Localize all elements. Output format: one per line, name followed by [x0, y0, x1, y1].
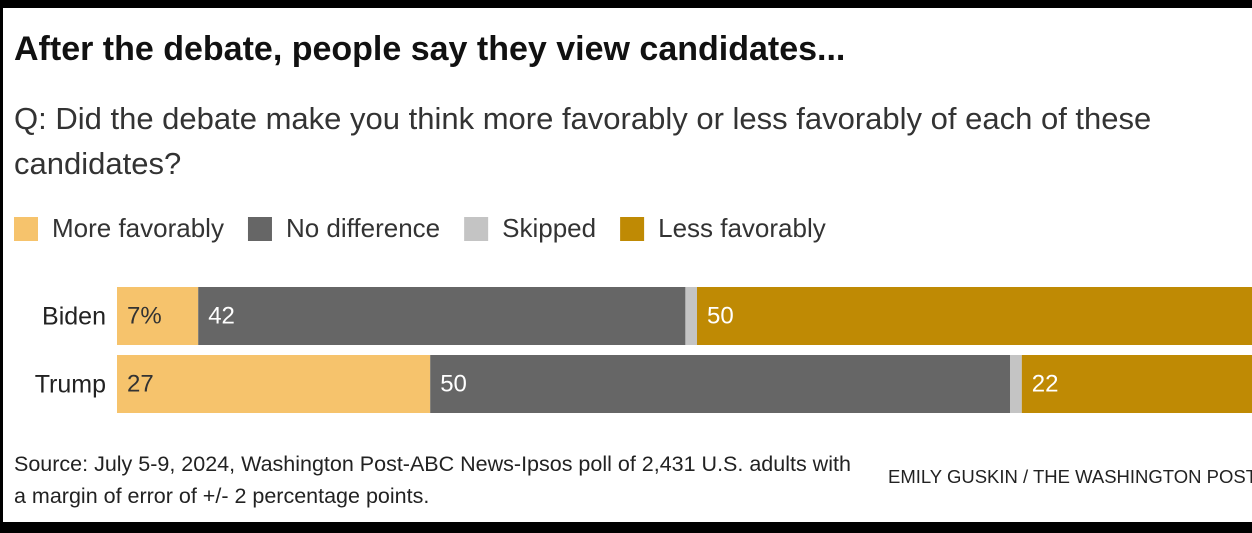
bar-segment: [1021, 355, 1252, 413]
credit: EMILY GUSKIN / THE WASHINGTON POST: [888, 466, 1252, 487]
source-note: Source: July 5-9, 2024, Washington Post-…: [14, 452, 851, 508]
legend-swatch: [14, 217, 38, 241]
legend-label: More favorably: [52, 213, 224, 243]
chart-panel: After the debate, people say they view c…: [3, 8, 1252, 522]
bar-segment: [685, 287, 697, 345]
chart-title: After the debate, people say they view c…: [14, 30, 846, 68]
legend-label: Skipped: [502, 213, 596, 243]
legend-label: Less favorably: [658, 213, 826, 243]
value-label: 7%: [127, 302, 162, 329]
chart: More favorably No difference Skipped Less f…: [14, 213, 1252, 413]
bar-segment: [117, 287, 199, 345]
chart-subtitle: Q: Did the debate make you think more fa…: [14, 101, 1152, 181]
value-label: 42: [208, 302, 235, 329]
legend-label: No difference: [286, 213, 440, 243]
category-label: Trump: [35, 371, 106, 399]
legend-swatch: [464, 217, 489, 241]
bar-segment: [430, 355, 1011, 413]
bar-segment: [117, 355, 431, 413]
bar-segment: [1010, 355, 1022, 413]
category-label: Biden: [42, 303, 106, 331]
bar-segment: [697, 287, 1252, 345]
legend-swatch: [620, 217, 645, 241]
bar-segment: [198, 287, 686, 345]
legend-swatch: [247, 217, 272, 241]
value-label: 27: [127, 370, 154, 397]
value-label: 50: [707, 302, 734, 329]
value-label: 22: [1032, 370, 1059, 397]
value-label: 50: [440, 370, 467, 397]
